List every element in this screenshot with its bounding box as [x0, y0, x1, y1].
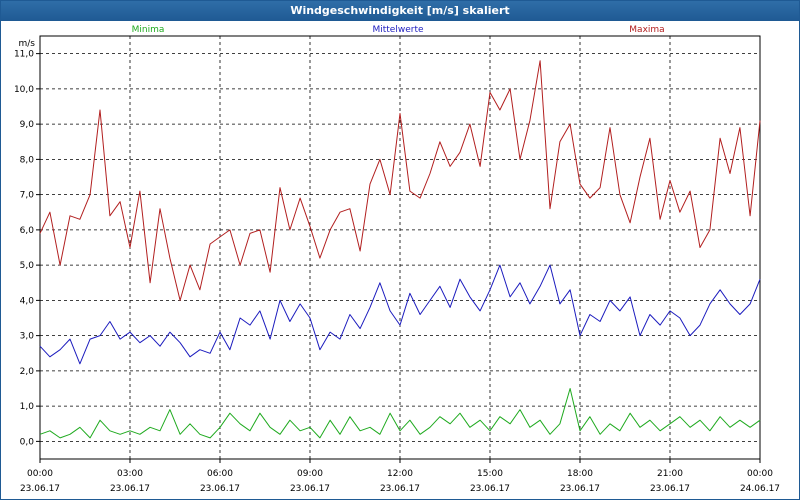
- y-tick-label: 5,0: [20, 261, 35, 271]
- legend-entry: Minima: [132, 25, 165, 35]
- x-tick-label-date: 23.06.17: [290, 484, 330, 494]
- line-chart: 0,0 1,0 2,0 3,0 4,0 5,0 6,0 7,0 8,0 9,0 10,0 11,0m/…: [14, 25, 780, 494]
- x-tick-label-date: 23.06.17: [560, 484, 600, 494]
- legend-entry: Mittelwerte: [372, 25, 423, 35]
- x-tick-label-date: 23.06.17: [110, 484, 150, 494]
- x-tick-label-time: 00:00: [27, 469, 53, 479]
- series-line: [39, 60, 761, 301]
- y-axis-label: m/s: [19, 39, 36, 49]
- x-tick-label-time: 12:00: [387, 469, 413, 479]
- x-tick-label-time: 06:00: [207, 469, 233, 479]
- x-tick-label-date: 23.06.17: [470, 484, 510, 494]
- x-tick-label-time: 00:00: [747, 469, 773, 479]
- y-tick-label: 8,0: [20, 155, 35, 165]
- legend-entry: Maxima: [629, 25, 664, 35]
- y-tick-label: 2,0: [20, 367, 35, 377]
- y-tick-label: 1,0: [20, 402, 35, 412]
- x-tick-label-date: 24.06.17: [740, 484, 780, 494]
- y-tick-label: 0,0: [20, 437, 35, 447]
- x-tick-label-time: 18:00: [567, 469, 593, 479]
- x-tick-label-date: 23.06.17: [650, 484, 690, 494]
- x-tick-label-time: 15:00: [477, 469, 503, 479]
- y-tick-label: 9,0: [20, 120, 35, 130]
- x-tick-label-time: 21:00: [657, 469, 683, 479]
- x-tick-label-date: 23.06.17: [20, 484, 60, 494]
- series-line: [39, 388, 761, 439]
- series-line: [39, 264, 761, 365]
- y-tick-label: 6,0: [20, 226, 35, 236]
- x-tick-label-date: 23.06.17: [200, 484, 240, 494]
- y-tick-label: 3,0: [20, 332, 35, 342]
- y-tick-label: 11,0: [14, 50, 34, 60]
- y-tick-label: 10,0: [14, 85, 34, 95]
- y-tick-label: 7,0: [20, 191, 35, 201]
- x-tick-label-time: 09:00: [297, 469, 323, 479]
- x-tick-label-time: 03:00: [117, 469, 143, 479]
- x-tick-label-date: 23.06.17: [380, 484, 420, 494]
- y-tick-label: 4,0: [20, 296, 35, 306]
- window-title: Windgeschwindigkeit [m/s] skaliert: [1, 1, 799, 21]
